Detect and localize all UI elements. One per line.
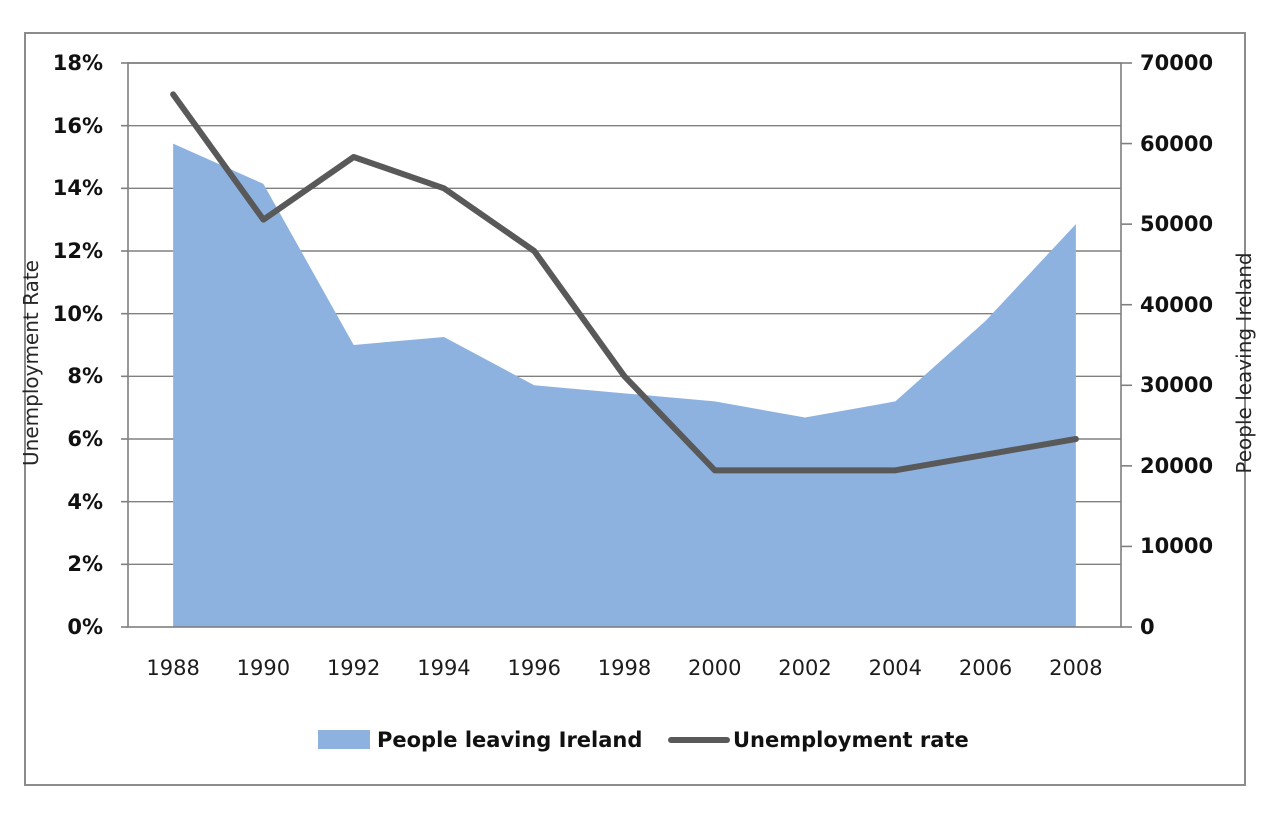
left-axis-title: Unemployment Rate [19,260,43,466]
legend-label: People leaving Ireland [377,728,643,752]
x-axis-label: 1990 [236,656,291,680]
y-axis-label-left: 10% [52,301,103,326]
y-axis-label-right: 10000 [1140,534,1214,559]
y-axis-label-right: 0 [1140,615,1155,639]
y-axis-label-right: 20000 [1140,453,1214,478]
area-series-people-leaving-ireland [173,143,1076,628]
line-series-swatch [668,737,730,743]
y-axis-label-left: 0% [67,615,103,639]
area-series-swatch [318,730,370,749]
x-axis-label: 1996 [507,656,561,680]
y-axis-label-left: 6% [67,427,103,451]
y-axis-label-left: 14% [52,176,103,201]
x-axis-label: 1988 [146,656,200,680]
x-axis-label: 1994 [417,656,471,680]
y-axis-label-left: 8% [67,364,103,389]
x-axis-label: 2004 [868,656,923,680]
y-axis-label-right: 60000 [1140,131,1214,156]
y-axis-label-right: 50000 [1140,212,1214,237]
x-axis-label: 2006 [958,656,1013,680]
right-axis-title: People leaving Ireland [1232,252,1256,474]
line-series-unemployment-rate [170,91,1079,474]
y-axis-label-left: 4% [67,489,103,514]
x-axis-label: 1992 [326,656,381,680]
x-axis-label: 2008 [1049,656,1103,680]
y-axis-label-left: 2% [67,552,103,577]
y-axis-label-left: 16% [52,113,103,138]
y-axis-label-left: 18% [52,51,103,75]
x-axis-label: 2002 [778,656,832,680]
x-axis-label: 1998 [597,656,652,680]
y-axis-label-left: 12% [52,239,103,263]
y-axis-label-right: 30000 [1140,373,1214,398]
plot-border [127,62,1122,628]
y-axis-label-right: 40000 [1140,292,1214,317]
y-axis-label-right: 70000 [1140,51,1214,75]
legend-label: Unemployment rate [733,728,969,752]
x-axis-label: 2000 [688,656,742,680]
